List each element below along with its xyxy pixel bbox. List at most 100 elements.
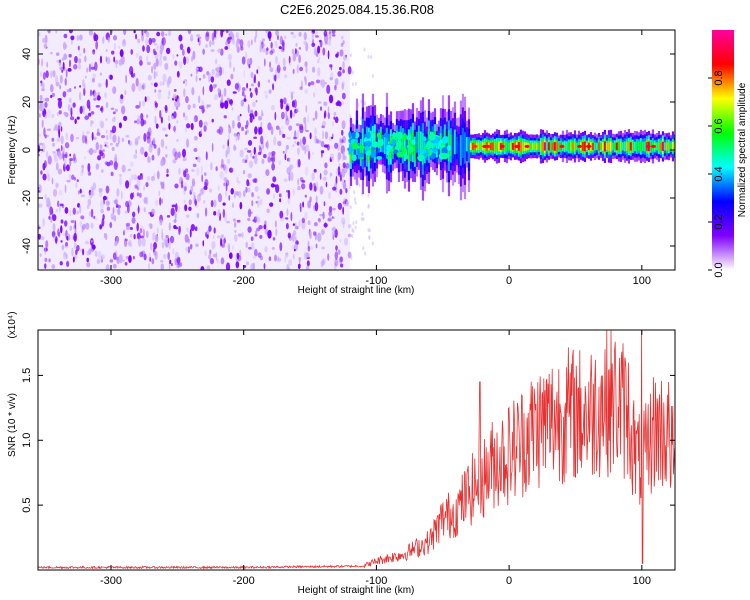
- noise-speck: [173, 111, 177, 119]
- signal-cell: [417, 131, 421, 150]
- noise-speck: [47, 30, 51, 34]
- noise-speck: [162, 55, 167, 61]
- noise-speck: [252, 178, 257, 183]
- noise-speck: [174, 151, 179, 161]
- noise-speck: [134, 120, 137, 124]
- noise-speck: [296, 64, 299, 74]
- signal-cell: [455, 137, 459, 154]
- noise-speck: [314, 135, 318, 144]
- noise-speck: [46, 30, 50, 33]
- noise-speck: [268, 152, 273, 157]
- noise-speck: [137, 115, 141, 124]
- noise-speck: [153, 251, 158, 256]
- noise-speck: [292, 253, 295, 260]
- signal-cell: [461, 127, 465, 159]
- noise-speck: [160, 116, 163, 124]
- signal-cell: [491, 142, 495, 151]
- noise-speck: [51, 137, 55, 142]
- noise-speck: [145, 55, 149, 62]
- noise-speck: [297, 147, 300, 156]
- noise-speck: [45, 97, 50, 102]
- noise-speck: [263, 43, 266, 47]
- noise-speck: [299, 86, 303, 91]
- noise-speck: [309, 196, 312, 203]
- noise-speck: [289, 109, 293, 119]
- noise-speck: [168, 122, 171, 130]
- noise-speck: [253, 136, 258, 140]
- noise-speck: [270, 41, 273, 49]
- signal-cell: [657, 141, 661, 152]
- noise-speck: [76, 244, 80, 252]
- noise-speck: [189, 228, 192, 238]
- signal-cell: [617, 141, 621, 152]
- noise-speck: [211, 32, 214, 40]
- noise-speck: [216, 235, 222, 239]
- noise-speck: [155, 58, 159, 67]
- noise-speck: [257, 252, 262, 258]
- signal-cell: [591, 142, 595, 150]
- noise-speck: [51, 264, 56, 270]
- noise-speck: [351, 70, 354, 75]
- snr-scale-label: (x10⁴): [7, 311, 18, 338]
- noise-speck: [114, 108, 119, 112]
- noise-speck: [285, 252, 289, 256]
- noise-speck: [282, 66, 287, 71]
- noise-speck: [250, 236, 254, 242]
- noise-speck: [209, 39, 212, 48]
- noise-speck: [331, 227, 336, 232]
- signal-cell: [421, 133, 425, 165]
- noise-speck: [285, 109, 288, 120]
- noise-speck: [288, 125, 293, 131]
- noise-speck: [306, 260, 310, 267]
- signal-blob: [442, 135, 449, 144]
- noise-speck: [284, 35, 287, 40]
- noise-speck: [363, 47, 366, 52]
- noise-speck: [171, 263, 173, 267]
- noise-speck: [41, 142, 46, 152]
- noise-speck: [205, 151, 208, 161]
- noise-speck: [319, 39, 323, 48]
- noise-speck: [146, 175, 151, 181]
- noise-speck: [158, 190, 161, 197]
- noise-speck: [155, 123, 159, 129]
- signal-cell: [449, 134, 453, 156]
- signal-blob: [402, 146, 407, 155]
- noise-speck: [324, 41, 329, 45]
- noise-speck: [168, 30, 172, 36]
- noise-speck: [209, 249, 212, 255]
- noise-speck: [140, 112, 144, 121]
- noise-speck: [218, 126, 223, 136]
- noise-speck: [286, 208, 289, 217]
- noise-speck: [227, 242, 231, 250]
- noise-speck: [279, 130, 283, 136]
- noise-speck: [247, 139, 253, 146]
- noise-speck: [96, 95, 101, 101]
- noise-speck: [295, 42, 298, 47]
- noise-speck: [236, 252, 240, 260]
- noise-speck: [214, 73, 220, 78]
- noise-speck: [213, 210, 217, 216]
- noise-speck: [330, 172, 333, 177]
- signal-cell: [369, 130, 373, 154]
- signal-blob: [383, 132, 389, 138]
- noise-speck: [223, 87, 227, 97]
- noise-speck: [205, 44, 208, 48]
- noise-speck: [45, 150, 49, 159]
- noise-speck: [99, 55, 103, 64]
- noise-speck: [311, 172, 315, 181]
- noise-speck: [334, 251, 339, 260]
- noise-speck: [285, 189, 290, 193]
- signal-cell: [597, 142, 601, 151]
- noise-speck: [295, 107, 298, 113]
- noise-speck: [259, 146, 262, 154]
- noise-speck: [255, 99, 258, 103]
- noise-speck: [231, 106, 234, 111]
- noise-speck: [346, 201, 349, 207]
- noise-speck: [292, 188, 295, 196]
- noise-speck: [52, 70, 56, 78]
- snr-panel: -300 -200 -100 0 100 0.5 1.0 1.5 Height of str…: [7, 311, 676, 596]
- signal-blob: [351, 132, 356, 139]
- noise-speck: [253, 146, 256, 155]
- signal-peak: [651, 144, 657, 148]
- noise-speck: [74, 86, 76, 89]
